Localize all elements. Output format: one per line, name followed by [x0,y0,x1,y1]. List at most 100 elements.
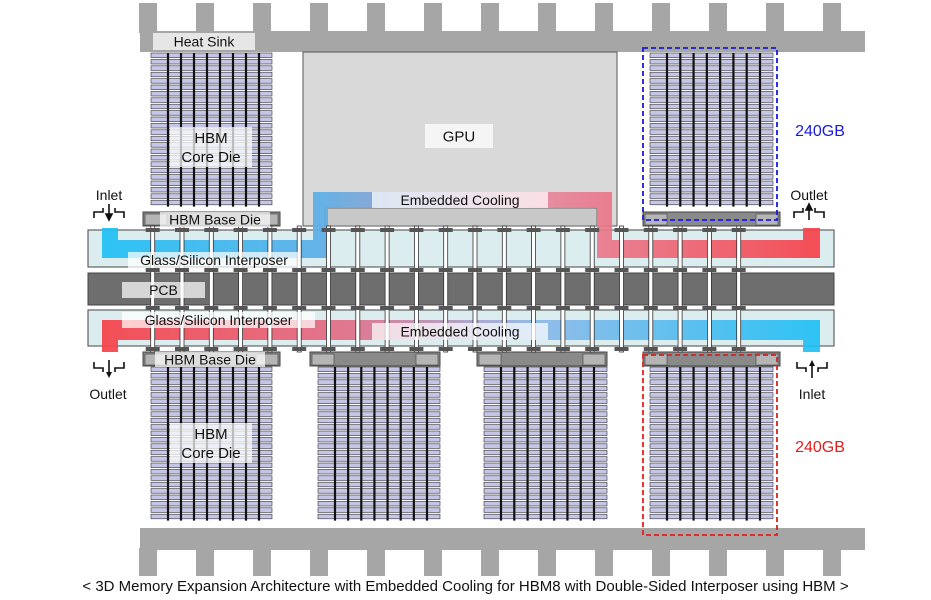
hbm-die-layer [483,392,608,398]
hbm-die-layer [483,379,608,385]
embedded-cooling-label-top-bg [372,192,548,208]
interposer-label-bottom-bg [122,312,315,328]
heat-sink-fin [652,548,670,576]
solder-bump [643,268,658,272]
hbm-die-layer [150,174,273,180]
hbm-die-layer [483,385,608,392]
solder-bump [526,268,541,272]
hbm-die-layer [649,103,774,110]
solder-bump [555,228,570,232]
through-via [238,225,244,353]
interposer-label-bottom: Glass/Silicon Interposer [122,312,315,328]
substrate-layers [87,192,835,353]
hbm-die-layer [649,148,774,154]
hbm-die-layer [317,379,441,385]
hbm-base-die [642,211,781,227]
hbm-die-layer [150,59,273,65]
solder-bump [643,228,658,232]
heat-sink-fin [367,3,385,33]
solder-bump [262,306,277,310]
hbm-die-layer [317,507,441,513]
hbm-die-layer [483,462,608,468]
heat-sink-fin [766,548,784,576]
solder-bump [438,347,453,351]
solder-bump [614,268,629,272]
solder-bump [292,347,307,351]
solder-bump [555,347,570,351]
solder-bump [614,347,629,351]
hbm-die-layer [483,488,608,494]
hbm-die-layer [649,59,774,65]
through-via [208,225,214,353]
hbm-die-layer [649,71,774,78]
hbm-die-layer [317,373,441,379]
hbm-die-layer [649,405,774,411]
hbm-die-layer [150,65,273,71]
hbm-die-layer [649,129,774,135]
hbm-die-layer [483,456,608,462]
hbm-die-layer [150,103,273,110]
hbm-die-layer [649,379,774,385]
hbm-die-layer [150,469,273,475]
solder-bump [350,306,365,310]
hbm-core-die-label: HBM Core Die [170,423,252,463]
arrow-head [809,360,815,366]
hbm-die-layer [317,385,441,392]
hbm-die-layer [317,449,441,456]
heat-sink-fin [481,3,499,33]
hbm-die-layer [317,424,441,430]
hbm-die-layer [150,494,273,500]
heat-sink-fin [253,3,271,33]
hbm-die-layer [649,110,774,116]
hbm-die-layer [649,513,774,520]
solder-bump [204,347,219,351]
hbm-die-layer [150,507,273,513]
hbm-die-layer [649,174,774,180]
hbm-die-layer [150,398,273,404]
solder-bump [233,228,248,232]
solder-bump [438,228,453,232]
heat-sink-fin [424,548,442,576]
hbm-die-layer [649,481,774,488]
solder-bump [233,268,248,272]
hbm-die-layer [150,91,273,97]
hbm-die-layer [483,513,608,520]
hbm-die-layer [150,110,273,116]
hbm-die-layer [150,405,273,411]
hbm-die-layer [649,417,774,424]
hbm-core-die-stack [483,366,608,521]
hbm-die-layer [483,411,608,417]
solder-bump [555,268,570,272]
heat-sink-fin [253,548,271,576]
hbm-die-layer [483,475,608,481]
solder-bump [497,228,512,232]
solder-bump [409,347,424,351]
hbm-die-layer [649,373,774,379]
hbm-die-layer [317,501,441,507]
hbm-die-layer [150,199,273,206]
hbm-core-die-stack [317,366,441,521]
solder-bump [321,347,336,351]
interposer-label-top: Glass/Silicon Interposer [128,252,300,268]
hbm-die-layer [649,424,774,430]
outlet-label-top-right: Outlet [790,187,827,203]
heat-sink-fin [823,548,841,576]
solder-bump [409,268,424,272]
solder-bump [233,347,248,351]
solder-bump [380,306,395,310]
hbm-die-layer [150,385,273,392]
hbm-die-layer [317,366,441,372]
through-via [296,225,302,353]
hbm-base-die-label-top-bg [160,212,270,227]
hbm-die-layer [649,135,774,142]
solder-bump [555,306,570,310]
hbm-die-layer [150,462,273,468]
hbm-base-die-label-top-text: HBM Base Die [169,212,261,228]
hbm-die-layer [483,443,608,449]
base-die-pad [415,353,439,366]
bottom-heat-sink [140,528,865,550]
hbm-die-layer [150,481,273,488]
hbm-die-layer [483,366,608,372]
embedded-cooling-label-bottom-text: Embedded Cooling [400,324,519,340]
hbm-die-layer [649,398,774,404]
